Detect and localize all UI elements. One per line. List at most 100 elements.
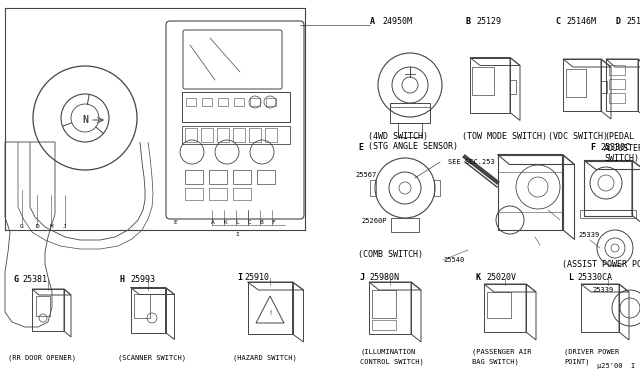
- Text: G: G: [14, 276, 19, 285]
- Text: I: I: [235, 231, 239, 237]
- Text: POINT): POINT): [564, 359, 589, 365]
- Text: 25540: 25540: [443, 257, 464, 263]
- Text: B: B: [259, 219, 263, 224]
- Text: µ25'00  I: µ25'00 I: [596, 363, 635, 369]
- Text: F: F: [590, 142, 595, 151]
- Bar: [566, 69, 586, 97]
- Text: A: A: [211, 219, 215, 224]
- Text: (DRIVER POWER: (DRIVER POWER: [564, 349, 620, 355]
- Bar: [186, 98, 196, 106]
- Bar: [580, 210, 636, 218]
- Text: H: H: [49, 224, 53, 228]
- Text: I: I: [237, 273, 242, 282]
- Bar: [472, 67, 494, 95]
- Text: (VDC SWITCH): (VDC SWITCH): [548, 132, 608, 141]
- Text: 25339: 25339: [592, 287, 613, 293]
- Bar: [233, 170, 251, 184]
- Bar: [398, 123, 422, 137]
- Bar: [391, 218, 419, 232]
- Text: 25194: 25194: [626, 17, 640, 26]
- Bar: [390, 103, 430, 123]
- Bar: [372, 290, 396, 318]
- Text: 25381: 25381: [22, 276, 47, 285]
- Bar: [209, 170, 227, 184]
- Text: 25260P: 25260P: [362, 218, 387, 224]
- Text: SWITCH): SWITCH): [604, 154, 639, 164]
- Bar: [182, 126, 290, 144]
- Bar: [201, 128, 213, 142]
- Bar: [257, 170, 275, 184]
- Text: BAG SWITCH): BAG SWITCH): [472, 359, 519, 365]
- Text: (ILLUMINATION: (ILLUMINATION: [360, 349, 415, 355]
- Text: (COMB SWITCH): (COMB SWITCH): [358, 250, 423, 260]
- Text: C: C: [247, 219, 251, 224]
- Text: 25330C: 25330C: [600, 142, 630, 151]
- Bar: [218, 98, 228, 106]
- Bar: [185, 188, 203, 200]
- Bar: [609, 93, 625, 103]
- Text: 25567: 25567: [355, 172, 376, 178]
- Text: L: L: [568, 273, 573, 282]
- Text: D: D: [35, 224, 39, 228]
- Text: A: A: [370, 17, 375, 26]
- Text: 25330CA: 25330CA: [577, 273, 612, 282]
- Text: 25339: 25339: [578, 232, 599, 238]
- Text: E: E: [358, 142, 363, 151]
- Bar: [217, 128, 229, 142]
- Text: K: K: [223, 219, 227, 224]
- Text: (4WD SWITCH): (4WD SWITCH): [368, 132, 428, 141]
- Text: H: H: [120, 276, 125, 285]
- Text: (TOW MODE SWITCH): (TOW MODE SWITCH): [462, 132, 547, 141]
- Text: D: D: [615, 17, 620, 26]
- Bar: [370, 180, 376, 196]
- Text: (ASSIST POWER POINT): (ASSIST POWER POINT): [562, 260, 640, 269]
- Text: 25020V: 25020V: [486, 273, 516, 282]
- Bar: [134, 294, 150, 318]
- Bar: [510, 80, 516, 94]
- Text: F: F: [271, 219, 275, 224]
- Text: (HAZARD SWITCH): (HAZARD SWITCH): [233, 355, 297, 361]
- Text: 25910: 25910: [244, 273, 269, 282]
- Bar: [182, 92, 290, 122]
- Text: (STG ANGLE SENSOR): (STG ANGLE SENSOR): [368, 142, 458, 151]
- Text: J: J: [63, 224, 67, 228]
- Bar: [36, 296, 50, 316]
- Text: 24950M: 24950M: [382, 17, 412, 26]
- Text: ADJUSTER): ADJUSTER): [604, 144, 640, 153]
- Bar: [609, 79, 625, 89]
- Bar: [185, 170, 203, 184]
- Text: K: K: [476, 273, 481, 282]
- Bar: [250, 98, 260, 106]
- Text: L: L: [235, 219, 239, 224]
- Bar: [372, 320, 396, 330]
- Bar: [234, 98, 244, 106]
- Text: G: G: [20, 224, 24, 228]
- Bar: [609, 65, 625, 75]
- Text: SEE SEC.253: SEE SEC.253: [448, 159, 495, 165]
- Text: !: !: [268, 310, 272, 316]
- Bar: [266, 98, 276, 106]
- Text: (RR DOOR OPENER): (RR DOOR OPENER): [8, 355, 76, 361]
- Text: CONTROL SWITCH): CONTROL SWITCH): [360, 359, 424, 365]
- Bar: [249, 128, 261, 142]
- Text: 25980N: 25980N: [369, 273, 399, 282]
- Text: N: N: [82, 115, 88, 125]
- Bar: [265, 128, 277, 142]
- Text: J: J: [360, 273, 365, 282]
- Text: C: C: [555, 17, 560, 26]
- Bar: [202, 98, 212, 106]
- Bar: [233, 188, 251, 200]
- Text: 25993: 25993: [130, 276, 155, 285]
- Text: (PEDAL: (PEDAL: [604, 132, 634, 141]
- Text: 25129: 25129: [476, 17, 501, 26]
- Text: (SCANNER SWITCH): (SCANNER SWITCH): [118, 355, 186, 361]
- Text: E: E: [173, 219, 177, 224]
- Bar: [601, 81, 607, 93]
- Bar: [209, 188, 227, 200]
- Text: B: B: [465, 17, 470, 26]
- Text: 25146M: 25146M: [566, 17, 596, 26]
- Bar: [434, 180, 440, 196]
- Bar: [185, 128, 197, 142]
- Text: (PASSENGER AIR: (PASSENGER AIR: [472, 349, 531, 355]
- Bar: [487, 292, 511, 318]
